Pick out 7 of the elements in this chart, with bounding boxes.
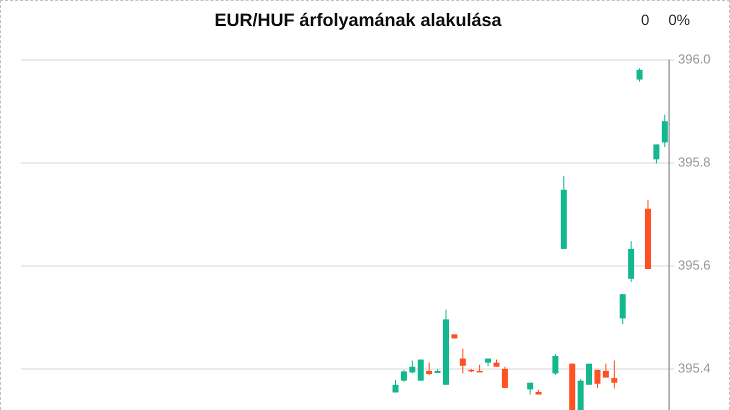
text: 0 <box>641 12 650 29</box>
y-tick-label: 395.4 <box>678 360 711 376</box>
text: 0% <box>668 12 690 29</box>
y-tick-label: 396.0 <box>678 52 711 67</box>
y-tick-label: 395.6 <box>678 257 711 272</box>
chart-title: EUR/HUF árfolyamának alakulása <box>214 10 502 30</box>
y-tick-label: 395.8 <box>678 154 711 170</box>
